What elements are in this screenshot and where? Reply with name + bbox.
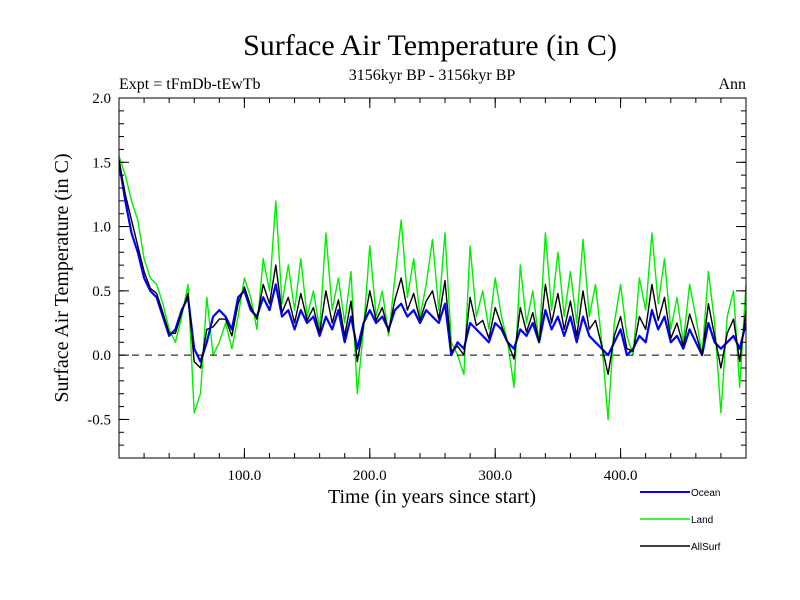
expt-label: Expt = tFmDb-tEwTb	[119, 76, 260, 93]
ticks-layer: -0.5 0.0 0.5 1.0 1.5 2.0 100.0 200.0 300.0 400.0	[87, 91, 746, 484]
x-tick-label: 100.0	[228, 468, 262, 484]
legend-label-allsurf: AllSurf	[691, 542, 721, 553]
series-line-land	[119, 155, 746, 421]
y-tick-label: 1.0	[92, 220, 111, 236]
series-line-allsurf	[119, 159, 746, 376]
x-tick-label: 400.0	[604, 468, 638, 484]
y-tick-label: 0.0	[92, 348, 111, 364]
legend-label-ocean: Ocean	[691, 488, 720, 499]
y-tick-label: -0.5	[87, 412, 111, 428]
season-label: Ann	[718, 76, 746, 93]
legend: Ocean Land AllSurf	[640, 488, 721, 553]
y-axis-label: Surface Air Temperature (in C)	[51, 153, 73, 402]
series-line-ocean	[119, 162, 746, 363]
chart-subtitle: 3156kyr BP - 3156kyr BP	[349, 67, 516, 84]
chart-title: Surface Air Temperature (in C)	[243, 29, 617, 62]
y-tick-label: 2.0	[92, 91, 111, 107]
legend-label-land: Land	[691, 515, 713, 526]
series-layer	[119, 155, 746, 421]
x-tick-label: 200.0	[353, 468, 387, 484]
y-tick-label: 0.5	[92, 284, 111, 300]
plot-frame	[118, 97, 747, 459]
x-tick-label: 300.0	[478, 468, 512, 484]
x-axis-label: Time (in years since start)	[328, 486, 536, 508]
y-tick-label: 1.5	[92, 155, 111, 171]
